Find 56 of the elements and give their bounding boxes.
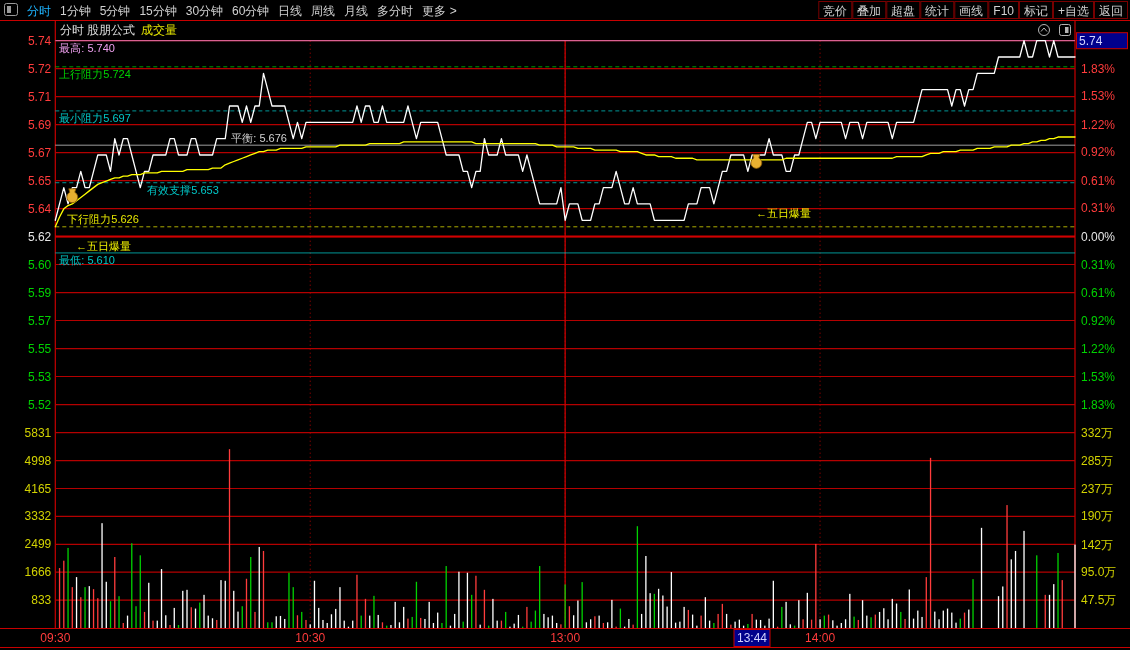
y-tick-label: 2499 (24, 537, 52, 552)
y2-tick-label: 0.00% (1081, 229, 1116, 244)
y2-tick-label: 95.0万 (1081, 565, 1117, 580)
y-tick-label: 5.59 (27, 285, 52, 300)
x-tick-label: 13:00 (550, 631, 581, 645)
y-tick-label: 5.67 (27, 145, 52, 160)
x-tick-label: 10:30 (295, 631, 326, 645)
ref-line-label: 最小阻力5.697 (59, 112, 131, 125)
ref-line-label: 最低: 5.610 (59, 254, 115, 267)
y-tick-label: 5.64 (27, 201, 52, 216)
y-tick-label: 5.53 (27, 369, 52, 384)
y-tick-label: 833 (31, 593, 52, 608)
y-tick-label: 5.62 (27, 229, 52, 244)
ref-line-label: 平衡: 5.676 (231, 131, 287, 144)
x-tick-label: 14:00 (805, 631, 836, 645)
annotation: ←五日爆量 (76, 240, 131, 252)
y2-tick-label: 1.22% (1081, 341, 1116, 356)
chart-subtitle: 成交量 (141, 23, 178, 37)
y2-tick-label: 1.22% (1081, 117, 1116, 132)
y2-tick-label: 0.61% (1081, 285, 1116, 300)
y-tick-label: 4165 (24, 481, 52, 496)
y-tick-label: 5831 (24, 425, 52, 440)
y-tick-label: 5.52 (27, 397, 52, 412)
y2-tick-label: 0.92% (1081, 314, 1116, 329)
y-tick-label: 5.74 (27, 33, 52, 48)
y-tick-label: 5.65 (27, 173, 52, 188)
y-tick-label: 3332 (24, 509, 52, 524)
y2-tick-label: 1.53% (1081, 369, 1116, 384)
y-tick-label: 5.69 (27, 117, 52, 132)
y2-tick-label: 0.31% (1081, 201, 1116, 216)
y-tick-label: 4998 (24, 453, 52, 468)
y-tick-label: 5.55 (27, 341, 52, 356)
ref-line-label: 有效支撑5.653 (147, 184, 219, 197)
y-tick-label: 5.60 (27, 257, 52, 272)
y2-tick-label: 0.31% (1081, 258, 1116, 273)
y2-tick-label: 1.83% (1081, 397, 1116, 412)
y2-tick-label: 332万 (1081, 425, 1114, 440)
y2-tick-label: 47.5万 (1081, 593, 1117, 608)
y-tick-label: 1666 (24, 565, 52, 580)
ref-line-label: 下行阻力5.626 (67, 213, 139, 226)
y2-tick-label: 0.92% (1081, 145, 1116, 160)
y-tick-label: 5.57 (27, 313, 52, 328)
ref-line-label: 最高: 5.740 (59, 42, 115, 55)
y-tick-label: 5.72 (27, 61, 52, 76)
x-tick-label: 09:30 (40, 631, 71, 645)
y2-tick-label: 190万 (1081, 509, 1114, 524)
y2-tick-label: 1.53% (1081, 89, 1116, 104)
y-tick-label: 5.71 (27, 89, 52, 104)
y2-tick-label: 1.83% (1081, 61, 1116, 76)
annotation: ←五日爆量 (756, 207, 811, 219)
y2-tick-label: 142万 (1081, 537, 1114, 552)
y2-tick-label: 237万 (1081, 481, 1114, 496)
chart-title: 分时 股朋公式 (60, 23, 136, 37)
y2-tick-label: 0.61% (1081, 173, 1116, 188)
ref-line-label: 上行阻力5.724 (59, 68, 131, 81)
y2-tick-label: 285万 (1081, 453, 1114, 468)
